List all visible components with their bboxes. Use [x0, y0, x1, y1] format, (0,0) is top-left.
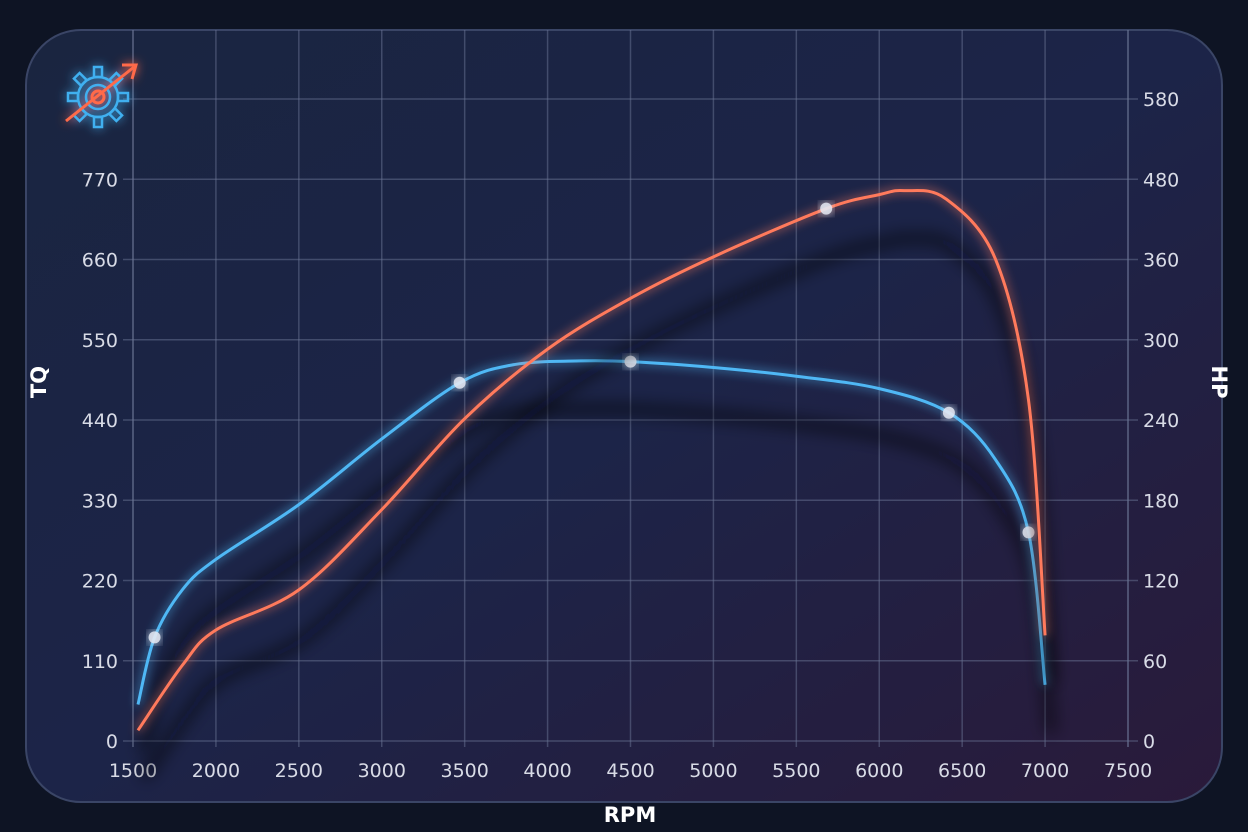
gear-arrow-icon: [65, 63, 138, 129]
x-tick-label: 4500: [606, 760, 654, 782]
hp-curve: [136, 188, 1047, 732]
y-right-tick-label: 60: [1143, 651, 1167, 673]
y-left-tick-label: 110: [82, 651, 118, 673]
y-left-tick-label: 220: [82, 571, 118, 593]
y-right-tick-label: 480: [1143, 169, 1179, 191]
x-tick-label: 7500: [1104, 760, 1152, 782]
data-point-marker: [624, 355, 637, 368]
x-tick-label: 2500: [275, 760, 323, 782]
gear-tooth: [72, 71, 89, 88]
data-point-marker: [1022, 526, 1035, 539]
gear-tooth: [107, 106, 124, 123]
y-right-tick-label: 180: [1143, 490, 1179, 512]
x-tick-label: 2000: [192, 760, 240, 782]
tq-curve: [136, 359, 1047, 705]
tick-labels: 1500 2000 2500 3000 3500 4000 4500 5000 5500 6000…: [82, 89, 1180, 782]
y-left-tick-label: 0: [106, 731, 118, 753]
data-point-marker: [820, 202, 833, 215]
y-left-tick-label: 330: [82, 490, 118, 512]
chart-panel: [25, 29, 1223, 803]
series-layer: [136, 188, 1057, 782]
gear-tooth: [116, 91, 130, 103]
x-axis-label: RPM: [604, 803, 656, 827]
y-right-axis-label: HP: [1207, 366, 1231, 399]
gear-tooth: [66, 91, 80, 103]
x-tick-label: 6500: [938, 760, 986, 782]
x-tick-label: 3500: [440, 760, 488, 782]
y-left-axis-label: TQ: [27, 366, 51, 398]
y-left-tick-label: 440: [82, 410, 118, 432]
x-tick-label: 4000: [523, 760, 571, 782]
series-shadow: [139, 403, 1057, 754]
y-right-tick-label: 300: [1143, 330, 1179, 352]
series-shadow: [139, 233, 1057, 782]
y-right-tick-label: 0: [1143, 731, 1155, 753]
y-right-tick-label: 360: [1143, 250, 1179, 272]
data-point-marker: [453, 376, 466, 389]
data-point-marker: [942, 406, 955, 419]
gear-tooth: [92, 115, 104, 129]
data-point-marker: [148, 631, 161, 644]
x-tick-label: 5500: [772, 760, 820, 782]
y-right-tick-label: 240: [1143, 410, 1179, 432]
x-tick-label: 6000: [855, 760, 903, 782]
y-right-tick-label: 580: [1143, 89, 1179, 111]
gear-tooth: [92, 65, 104, 79]
y-left-tick-label: 550: [82, 330, 118, 352]
y-right-tick-label: 120: [1143, 571, 1179, 593]
y-left-tick-label: 770: [82, 169, 118, 191]
y-left-tick-label: 660: [82, 250, 118, 272]
x-tick-label: 5000: [689, 760, 737, 782]
x-tick-label: 3000: [358, 760, 406, 782]
x-tick-label: 7000: [1021, 760, 1069, 782]
